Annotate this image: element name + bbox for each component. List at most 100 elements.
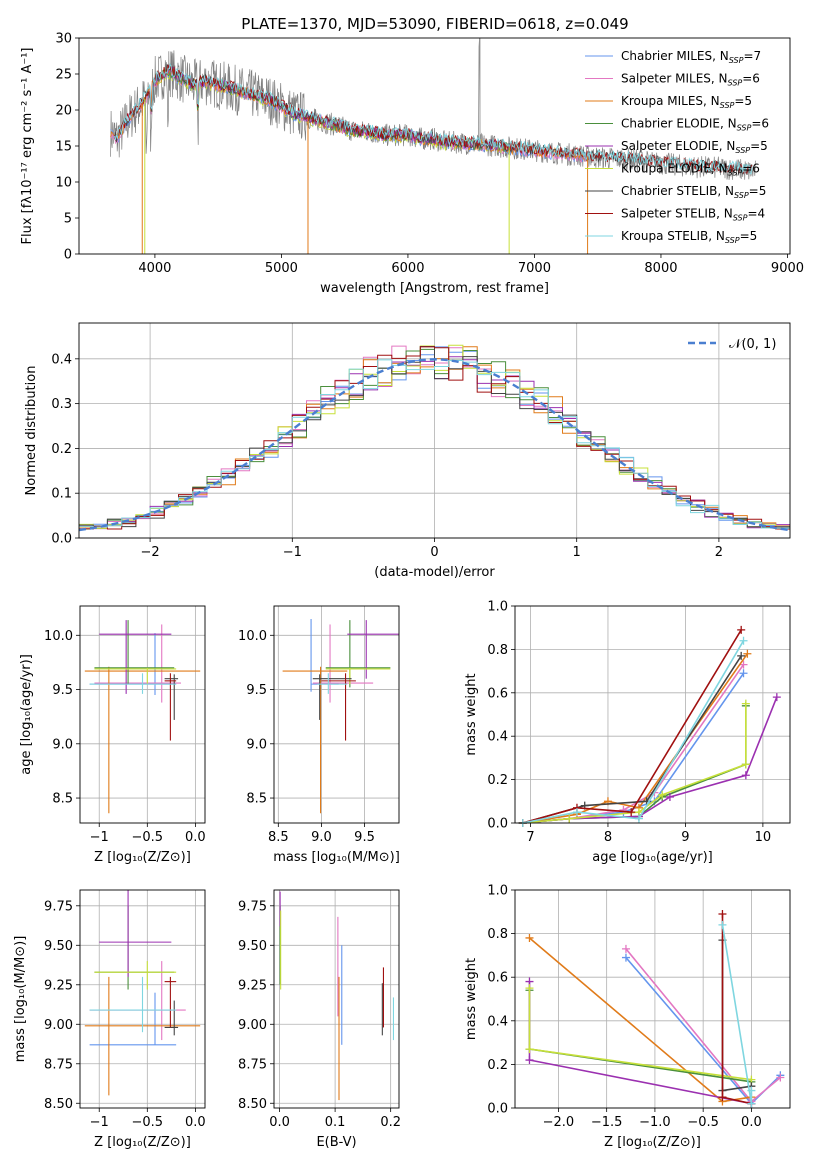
marker-salpeter_elodie [525, 1056, 534, 1065]
axes-frame [514, 605, 791, 824]
y-tick-label: 0.2 [51, 442, 72, 457]
marker-kroupa_elodie [525, 984, 534, 993]
figure-title: PLATE=1370, MJD=53090, FIBERID=0618, z=0… [241, 15, 628, 33]
axes-mass_vs_Z: −1 −0.5 0.0 8.50 8.75 9.00 9.25 9.50 9.75 Z [log₁… [13, 890, 206, 1150]
marker-kroupa_stelib [739, 636, 748, 645]
x-tick-label: −0.5 [132, 830, 164, 845]
x-tick-label: 8.5 [268, 830, 289, 845]
axes-mass_vs_ebv: 0.0 0.1 0.2 8.50 8.75 9.00 9.25 9.50 9.75 E(B-V) [238, 890, 401, 1150]
x-axis-label: wavelength [Angstrom, rest frame] [320, 281, 549, 296]
y-axis-label: mass weight [464, 673, 479, 755]
x-tick-label: 0.0 [269, 1115, 290, 1130]
y-tick-label: 8.5 [246, 792, 267, 807]
axes-mass_weight_vs_age: 7 8 9 10 0.0 0.2 0.4 0.6 0.8 1.0 age [log₁₀(age/yr… [464, 600, 790, 865]
y-tick-label: 1.0 [487, 884, 508, 899]
x-tick-label: −1 [90, 1115, 109, 1130]
series-kroupa_elodie [522, 703, 747, 824]
x-tick-label: 0.0 [185, 830, 206, 845]
x-tick-label: −1.5 [591, 1115, 623, 1130]
x-tick-label: 4000 [138, 261, 171, 276]
y-tick-label: 9.75 [238, 899, 267, 914]
y-tick-label: 20 [55, 104, 72, 119]
x-tick-label: 1 [573, 545, 581, 560]
y-tick-label: 0.6 [487, 686, 508, 701]
y-tick-label: 0.0 [487, 817, 508, 832]
x-tick-label: −1 [90, 830, 109, 845]
x-tick-label: 9 [681, 830, 689, 845]
marker-salpeter_stelib [737, 625, 746, 634]
x-axis-label: Z [log₁₀(Z/Z⊙)] [604, 1135, 701, 1150]
x-tick-label: 9.5 [354, 830, 375, 845]
y-tick-label: 9.00 [44, 1018, 73, 1033]
marker-salpeter_elodie [665, 792, 674, 801]
marker-salpeter_stelib [627, 808, 636, 817]
y-tick-label: 0.2 [487, 773, 508, 788]
marker-salpeter_miles [621, 944, 630, 953]
y-axis-label: age [log₁₀(age/yr)] [19, 654, 34, 775]
legend-label-kroupa_stelib: Kroupa STELIB, NSSP=5 [621, 229, 757, 245]
x-tick-label: 7 [526, 830, 534, 845]
x-tick-label: 0.0 [741, 1115, 762, 1130]
marker-salpeter_miles [619, 805, 628, 814]
marker-kroupa_elodie [658, 790, 667, 799]
marker-kroupa_stelib [634, 814, 643, 823]
marker-salpeter_stelib [718, 1093, 727, 1102]
y-tick-label: 25 [55, 68, 72, 83]
y-tick-label: 5 [64, 212, 72, 227]
y-tick-label: 10 [55, 176, 72, 191]
y-tick-label: 0.3 [51, 397, 72, 412]
x-tick-label: 9000 [771, 261, 804, 276]
legend-label-kroupa_miles: Kroupa MILES, NSSP=5 [621, 94, 752, 110]
y-tick-label: 0.8 [487, 927, 508, 942]
x-tick-label: 0.2 [380, 1115, 401, 1130]
y-tick-label: 9.00 [238, 1018, 267, 1033]
y-tick-label: 9.5 [52, 683, 73, 698]
legend-label-salpeter_stelib: Salpeter STELIB, NSSP=4 [621, 207, 765, 223]
x-tick-label: 8 [604, 830, 612, 845]
y-tick-label: 0.4 [487, 730, 508, 745]
histograms [79, 344, 790, 532]
x-tick-label: 0.1 [325, 1115, 346, 1130]
y-tick-label: 8.5 [52, 792, 73, 807]
y-tick-label: 9.0 [52, 737, 73, 752]
series-salpeter_miles [522, 664, 745, 824]
x-tick-label: 6000 [391, 261, 424, 276]
x-tick-label: 5000 [265, 261, 298, 276]
y-tick-label: 8.50 [238, 1097, 267, 1112]
series-chabrier_stelib [522, 655, 742, 824]
axes-frame [273, 605, 400, 824]
marker-salpeter_miles [776, 1073, 785, 1082]
axes-frame [78, 37, 791, 255]
axes-spectrum: 4000 5000 6000 7000 8000 9000 0 5 10 15 20 25 30 wave… [20, 32, 804, 297]
y-tick-label: 0.1 [51, 487, 72, 502]
legend-label-kroupa_elodie: Kroupa ELODIE, NSSP=6 [621, 162, 760, 178]
series-kroupa_miles [522, 653, 749, 824]
x-axis-label: Z [log₁₀(Z/Z⊙)] [94, 1135, 191, 1150]
y-tick-label: 0.6 [487, 971, 508, 986]
y-tick-label: 9.5 [246, 683, 267, 698]
x-tick-label: −1 [283, 545, 302, 560]
histogram-kroupa_stelib [79, 359, 790, 530]
marker-kroupa_elodie [565, 814, 574, 823]
y-tick-label: 9.0 [246, 737, 267, 752]
y-tick-label: 1.0 [487, 600, 508, 615]
axes-age_vs_Z: −1 −0.5 0.0 8.5 9.0 9.5 10.0 Z [log₁₀(Z/Z⊙)] age… [19, 606, 206, 865]
x-tick-label: 8000 [644, 261, 677, 276]
x-axis-label: E(B-V) [316, 1135, 356, 1150]
legend-label-chabrier_elodie: Chabrier ELODIE, NSSP=6 [621, 117, 769, 133]
marker-kroupa_elodie [525, 1045, 534, 1054]
y-tick-label: 9.75 [44, 899, 73, 914]
series-salpeter_elodie [528, 981, 752, 1105]
marker-salpeter_stelib [718, 909, 727, 918]
legend-label-salpeter_miles: Salpeter MILES, NSSP=6 [621, 72, 760, 88]
axes-frame [78, 322, 791, 539]
y-tick-label: 0.2 [487, 1058, 508, 1073]
legend: Chabrier MILES, NSSP=7 Salpeter MILES, NS… [585, 49, 769, 245]
normal-curve [79, 358, 790, 532]
spectrum-lines [110, 38, 757, 254]
axes-frame [514, 889, 791, 1109]
y-tick-label: 9.50 [44, 939, 73, 954]
y-axis-label: mass [log₁₀(M/M⊙)] [13, 936, 28, 1063]
y-tick-label: 0.0 [51, 532, 72, 547]
